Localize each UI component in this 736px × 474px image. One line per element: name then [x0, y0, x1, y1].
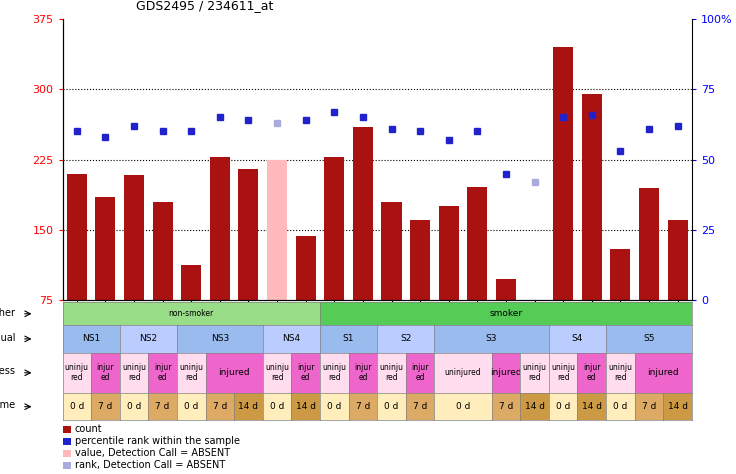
Text: S2: S2: [400, 335, 411, 343]
Bar: [296, 237, 316, 300]
Bar: [181, 265, 201, 300]
Text: 7 d: 7 d: [355, 402, 370, 411]
Text: individual: individual: [0, 333, 15, 343]
Text: count: count: [74, 424, 102, 434]
Text: uninju
red: uninju red: [609, 364, 632, 382]
Text: uninju
red: uninju red: [265, 364, 289, 382]
Text: 0 d: 0 d: [127, 402, 141, 411]
Text: 7 d: 7 d: [499, 402, 513, 411]
Text: 0 d: 0 d: [556, 402, 570, 411]
Bar: [325, 157, 344, 300]
Text: 0 d: 0 d: [184, 402, 199, 411]
Text: S3: S3: [486, 335, 498, 343]
Text: uninjured: uninjured: [445, 368, 481, 377]
Text: non-smoker: non-smoker: [169, 310, 214, 318]
Bar: [610, 248, 630, 300]
Text: 7 d: 7 d: [413, 402, 428, 411]
Text: injur
ed: injur ed: [154, 364, 171, 382]
Text: injur
ed: injur ed: [96, 364, 114, 382]
Bar: [267, 159, 287, 300]
Text: 14 d: 14 d: [581, 402, 602, 411]
Bar: [63, 438, 71, 445]
Text: S4: S4: [572, 335, 583, 343]
Text: 14 d: 14 d: [296, 402, 316, 411]
Bar: [381, 201, 402, 300]
Text: uninju
red: uninju red: [180, 364, 203, 382]
Bar: [96, 197, 116, 300]
Text: injur
ed: injur ed: [583, 364, 601, 382]
Text: GDS2495 / 234611_at: GDS2495 / 234611_at: [136, 0, 274, 12]
Bar: [353, 127, 373, 300]
Text: other: other: [0, 308, 15, 318]
Text: uninju
red: uninju red: [551, 364, 575, 382]
Bar: [410, 220, 430, 300]
Text: injured: injured: [648, 368, 679, 377]
Text: injur
ed: injur ed: [411, 364, 429, 382]
Text: injured: injured: [490, 368, 522, 377]
Bar: [639, 188, 659, 300]
Bar: [238, 169, 258, 300]
Bar: [152, 201, 173, 300]
Bar: [63, 450, 71, 457]
Text: percentile rank within the sample: percentile rank within the sample: [74, 436, 240, 446]
Text: injur
ed: injur ed: [297, 364, 314, 382]
Text: time: time: [0, 401, 15, 410]
Text: NS2: NS2: [139, 335, 158, 343]
Bar: [210, 157, 230, 300]
Text: 0 d: 0 d: [327, 402, 342, 411]
Text: uninju
red: uninju red: [523, 364, 547, 382]
Text: NS1: NS1: [82, 335, 100, 343]
Text: 14 d: 14 d: [668, 402, 687, 411]
Bar: [439, 206, 459, 300]
Text: 14 d: 14 d: [525, 402, 545, 411]
Bar: [63, 426, 71, 433]
Bar: [553, 47, 573, 300]
Text: 14 d: 14 d: [238, 402, 258, 411]
Text: 7 d: 7 d: [99, 402, 113, 411]
Text: uninju
red: uninju red: [322, 364, 347, 382]
Text: rank, Detection Call = ABSENT: rank, Detection Call = ABSENT: [74, 460, 225, 470]
Bar: [496, 280, 516, 300]
Bar: [668, 220, 687, 300]
Text: injured: injured: [219, 368, 250, 377]
Text: 7 d: 7 d: [213, 402, 227, 411]
Text: uninju
red: uninju red: [122, 364, 146, 382]
Text: uninju
red: uninju red: [380, 364, 403, 382]
Text: stress: stress: [0, 366, 15, 376]
Text: smoker: smoker: [489, 310, 523, 318]
Text: 0 d: 0 d: [456, 402, 470, 411]
Text: NS3: NS3: [210, 335, 229, 343]
Text: 0 d: 0 d: [613, 402, 628, 411]
Text: 0 d: 0 d: [70, 402, 84, 411]
Text: injur
ed: injur ed: [354, 364, 372, 382]
Bar: [581, 94, 602, 300]
Bar: [467, 187, 487, 300]
Text: uninju
red: uninju red: [65, 364, 89, 382]
Bar: [124, 175, 144, 300]
Text: 7 d: 7 d: [642, 402, 656, 411]
Text: 0 d: 0 d: [270, 402, 284, 411]
Text: NS4: NS4: [283, 335, 300, 343]
Bar: [63, 462, 71, 469]
Text: S5: S5: [643, 335, 655, 343]
Text: 0 d: 0 d: [384, 402, 399, 411]
Text: S1: S1: [343, 335, 354, 343]
Bar: [67, 173, 87, 300]
Text: 7 d: 7 d: [155, 402, 170, 411]
Text: value, Detection Call = ABSENT: value, Detection Call = ABSENT: [74, 448, 230, 458]
